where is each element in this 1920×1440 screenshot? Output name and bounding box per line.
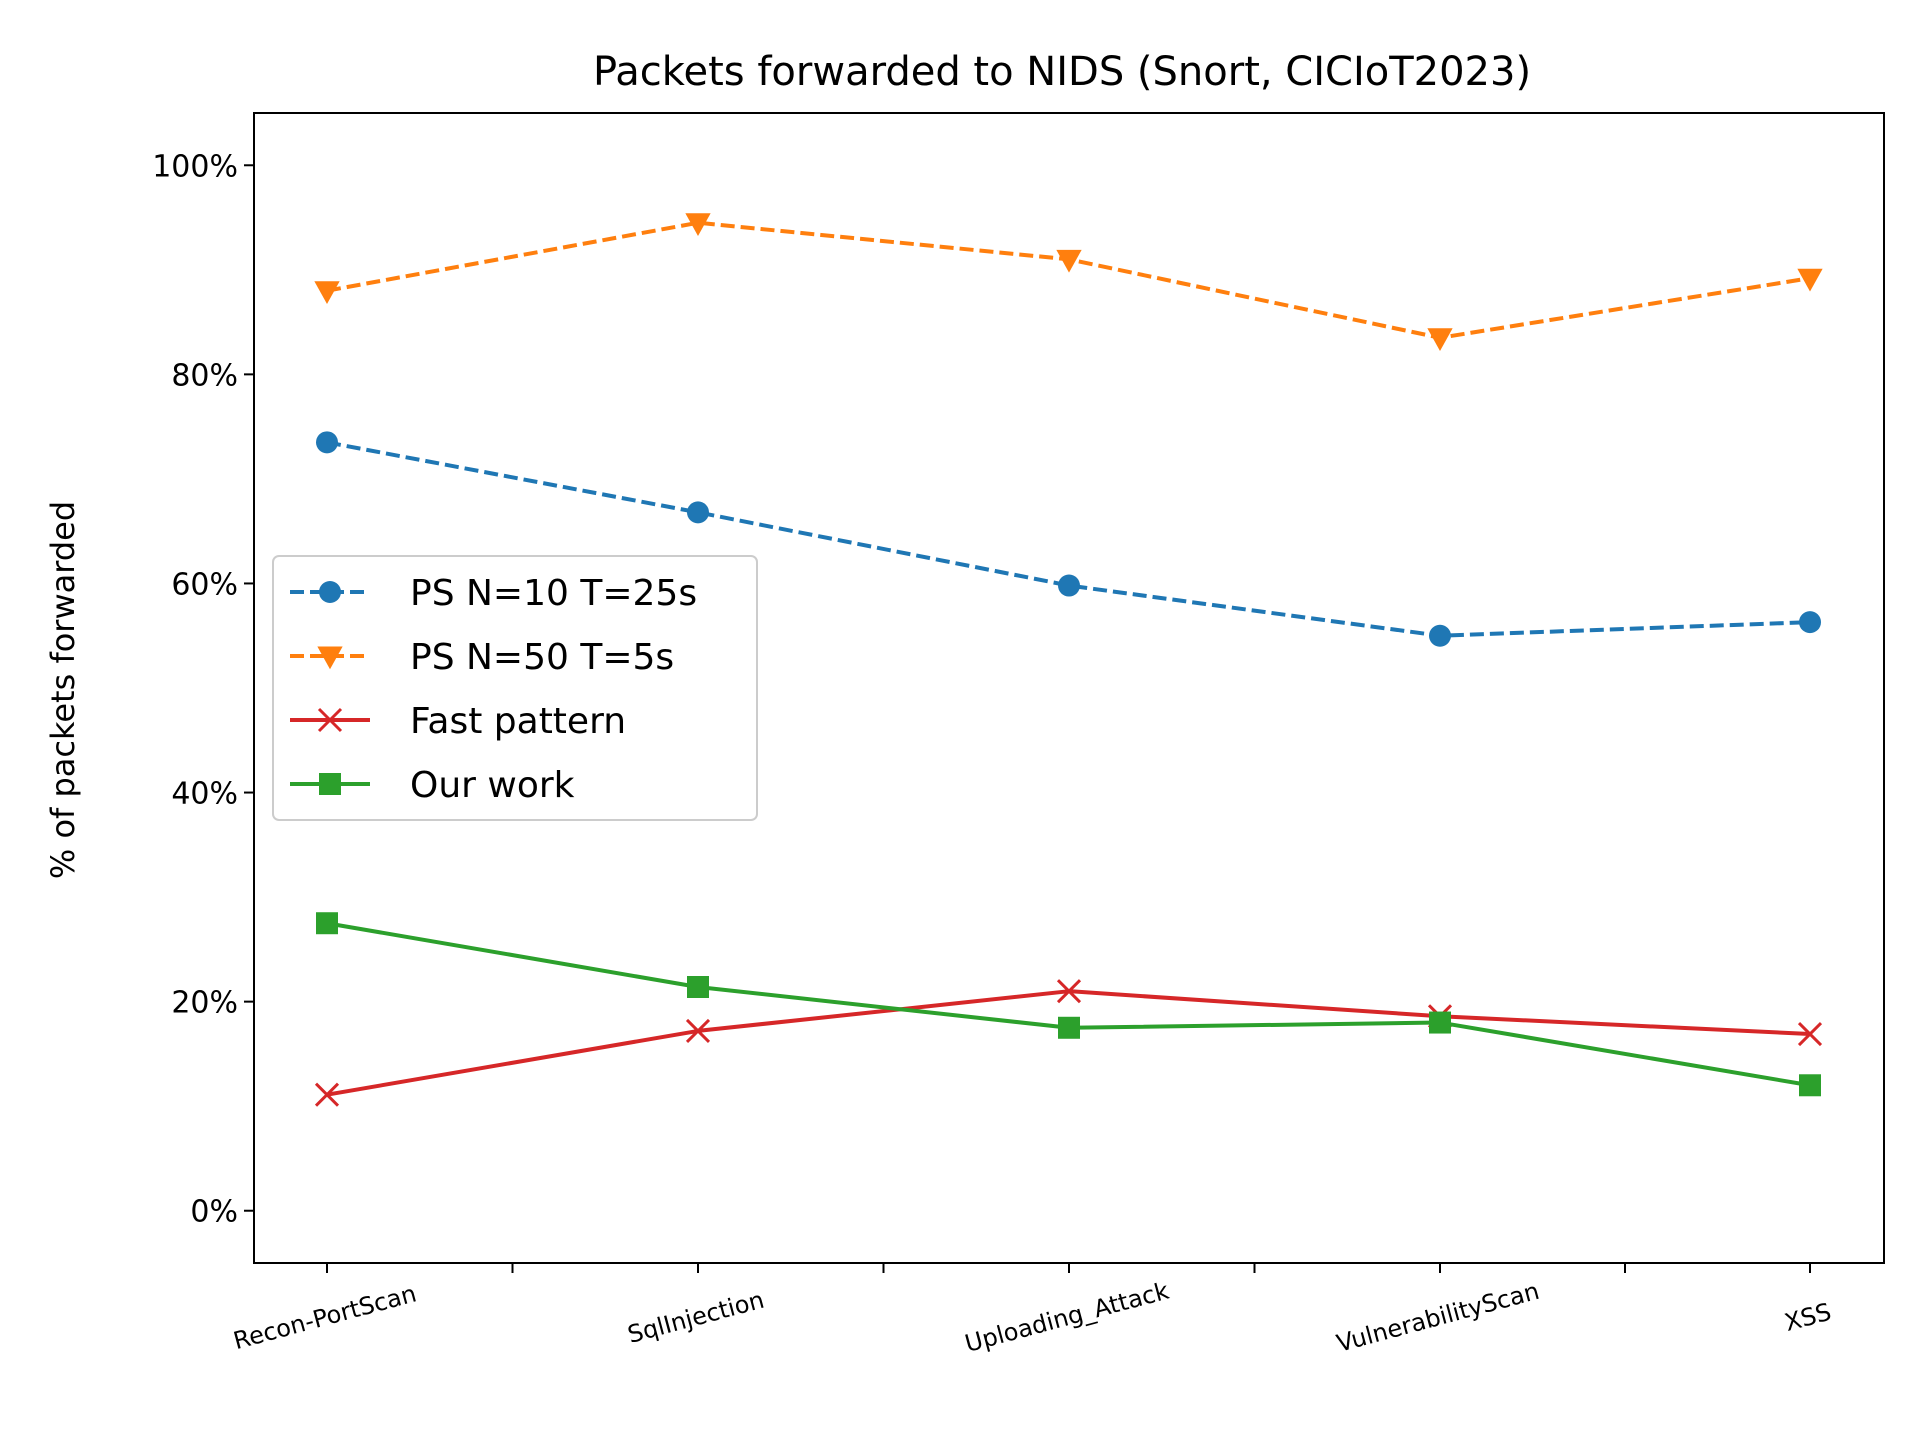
data-point — [317, 646, 343, 670]
data-point — [316, 431, 338, 454]
data-point — [314, 1082, 340, 1107]
series-ps-n-50-t-5s — [314, 213, 1823, 352]
data-point — [1058, 574, 1080, 597]
y-tick-label: 40% — [171, 777, 238, 812]
y-tick-label: 60% — [171, 567, 238, 602]
legend-box — [272, 555, 758, 821]
x-tick-label: XSS — [1782, 1298, 1835, 1337]
legend-entry-label: Fast pattern — [410, 701, 626, 742]
series-fast-pattern — [314, 979, 1823, 1107]
y-tick-label: 80% — [171, 358, 238, 393]
data-point — [687, 501, 709, 524]
series-our-work — [316, 912, 1821, 1097]
x-tick-label: VulnerabilityScan — [1334, 1277, 1543, 1358]
chart-title: Packets forwarded to NIDS (Snort, CICIoT… — [593, 49, 1531, 95]
data-point — [1429, 624, 1451, 647]
data-point — [319, 773, 341, 795]
y-tick-label: 20% — [171, 986, 238, 1021]
y-tick-label: 0% — [190, 1195, 238, 1230]
legend-entry-label: Our work — [410, 765, 575, 806]
x-tick-label: Uploading_Attack — [962, 1277, 1172, 1358]
data-point — [316, 912, 338, 935]
data-point — [1056, 979, 1082, 1004]
data-point — [685, 1018, 711, 1043]
legend: PS N=10 T=25s PS N=50 T=5s Fast pattern Our… — [272, 555, 758, 821]
data-point — [319, 581, 341, 603]
data-point — [1056, 249, 1082, 273]
data-point — [687, 976, 709, 998]
series-line — [326, 220, 1811, 340]
data-point — [1797, 1021, 1823, 1047]
data-point — [1799, 1074, 1821, 1097]
data-point — [317, 707, 343, 733]
data-point — [314, 281, 340, 305]
x-tick-label: Recon-PortScan — [230, 1279, 419, 1355]
series-ps-n-10-t-25s — [316, 431, 1821, 647]
data-point — [1429, 1011, 1451, 1034]
data-point — [1427, 328, 1453, 352]
data-point — [685, 213, 711, 237]
legend-entry-label: PS N=10 T=25s — [410, 573, 697, 614]
data-point — [1058, 1016, 1080, 1039]
series-layer — [314, 213, 1823, 1107]
y-axis-label: % of packets forwarded — [44, 501, 82, 879]
series-line — [326, 989, 1811, 1097]
x-tick-label: SqlInjection — [625, 1286, 768, 1349]
series-line — [326, 440, 1811, 638]
y-tick-label: 100% — [152, 149, 238, 184]
data-point — [1797, 268, 1823, 292]
data-point — [1799, 611, 1821, 634]
legend-entry-label: PS N=50 T=5s — [410, 637, 674, 678]
series-line — [326, 921, 1811, 1088]
plot-area — [253, 112, 1885, 1264]
